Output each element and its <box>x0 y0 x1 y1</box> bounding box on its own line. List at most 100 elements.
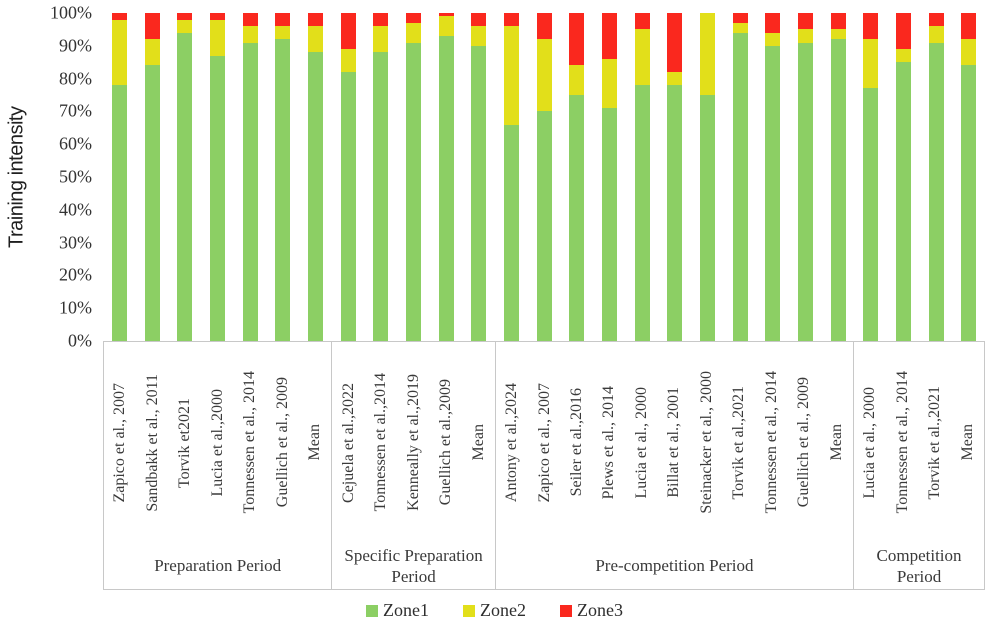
study-label-slot: Mean <box>299 342 331 543</box>
segment-zone3 <box>830 13 846 30</box>
segment-zone3 <box>797 13 813 30</box>
stacked-bar <box>242 13 258 341</box>
study-label-slot: Tonnessen et al., 2014 <box>756 342 788 543</box>
bar-slot <box>626 13 659 341</box>
bar-slot <box>266 13 299 341</box>
legend-label: Zone3 <box>576 600 623 620</box>
study-label: Mean <box>958 424 976 461</box>
segment-zone2 <box>471 26 487 46</box>
segment-zone1 <box>209 55 225 341</box>
period-label: Specific Preparation Period <box>344 545 483 586</box>
segment-zone2 <box>732 22 748 33</box>
study-label: Tonnessen et al., 2014 <box>893 371 911 514</box>
stacked-bar <box>863 13 879 341</box>
study-label-slot: Cejuela et al.,2022 <box>332 342 364 543</box>
study-label: Mean <box>469 424 487 461</box>
study-label-slot: Lucia et al.,2000 <box>201 342 233 543</box>
segment-zone1 <box>830 39 846 341</box>
group-cell-4: Lucia et al., 2000 Tonnessen et al., 2014… <box>854 342 985 589</box>
study-label-row: Lucia et al., 2000 Tonnessen et al., 2014… <box>854 342 984 543</box>
study-label: Mean <box>827 424 845 461</box>
stacked-bar <box>144 13 160 341</box>
study-label-slot: Seiler et al.,2016 <box>561 342 593 543</box>
study-label-row: Zapico et al., 2007 Sandbakk et al., 2011… <box>104 342 331 543</box>
bar-slot <box>201 13 234 341</box>
study-label: Steinacker et al., 2000 <box>697 371 715 514</box>
segment-zone1 <box>373 52 389 341</box>
segment-zone3 <box>340 13 356 50</box>
period-label: Pre-competition Period <box>595 556 754 576</box>
period-label: Competition Period <box>876 545 962 586</box>
bar-slot <box>854 13 887 341</box>
stacked-bar <box>503 13 519 341</box>
study-label-slot: Torvik et2021 <box>169 342 201 543</box>
study-label-slot: Mean <box>952 342 984 543</box>
plot-group-2 <box>332 13 495 341</box>
segment-zone1 <box>765 45 781 341</box>
segment-zone1 <box>895 62 911 341</box>
stacked-bar <box>830 13 846 341</box>
segment-zone1 <box>928 42 944 341</box>
segment-zone2 <box>601 58 617 109</box>
segment-zone1 <box>275 39 291 341</box>
bar-slot <box>691 13 724 341</box>
stacked-bar <box>928 13 944 341</box>
segment-zone3 <box>471 13 487 27</box>
stacked-bar <box>601 13 617 341</box>
study-label: Antony et al.,2024 <box>503 382 521 503</box>
segment-zone1 <box>242 42 258 341</box>
study-label: Plews et al., 2014 <box>600 385 618 500</box>
segment-zone3 <box>601 13 617 59</box>
stacked-bar <box>307 13 323 341</box>
segment-zone1 <box>144 65 160 341</box>
segment-zone2 <box>699 13 715 95</box>
stacked-bar <box>177 13 193 341</box>
plot-group-4 <box>854 13 985 341</box>
stacked-bar <box>634 13 650 341</box>
bar-slot <box>952 13 985 341</box>
segment-zone2 <box>765 32 781 46</box>
study-label: Tonnessen et al.,2014 <box>372 373 390 512</box>
segment-zone2 <box>209 19 225 56</box>
segment-zone3 <box>928 13 944 27</box>
segment-zone2 <box>405 22 421 43</box>
study-label-slot: Sandbakk et al., 2011 <box>136 342 168 543</box>
segment-zone3 <box>895 13 911 50</box>
segment-zone1 <box>797 42 813 341</box>
segment-zone2 <box>895 49 911 63</box>
segment-zone2 <box>242 26 258 43</box>
study-label-slot: Zapico et al., 2007 <box>104 342 136 543</box>
legend-swatch-zone3-icon <box>559 604 572 617</box>
stacked-bar <box>373 13 389 341</box>
stacked-bar <box>961 13 977 341</box>
segment-zone1 <box>667 85 683 341</box>
segment-zone3 <box>373 13 389 27</box>
bar-slot <box>462 13 495 341</box>
segment-zone3 <box>144 13 160 40</box>
segment-zone2 <box>667 72 683 86</box>
y-axis-tick-labels: 0% 10% 20% 30% 40% 50% 60% 70% 80% 90% 100% <box>30 3 96 351</box>
stacked-bar <box>438 13 454 341</box>
study-label-slot: Kenneally et al.,2019 <box>397 342 429 543</box>
study-label: Guellich et al., 2009 <box>795 377 813 508</box>
bar-slot <box>430 13 463 341</box>
bar-slot <box>332 13 365 341</box>
study-label: Seiler et al.,2016 <box>567 388 585 497</box>
study-label: Guellich et al.,2009 <box>437 379 455 506</box>
segment-zone1 <box>536 111 552 341</box>
bar-slot <box>658 13 691 341</box>
segment-zone1 <box>177 32 193 341</box>
legend-item-zone3: Zone3 <box>559 600 623 621</box>
category-axis: Zapico et al., 2007 Sandbakk et al., 2011… <box>103 341 985 590</box>
group-cell-3: Antony et al.,2024 Zapico et al., 2007 Sei… <box>496 342 855 589</box>
study-label-slot: Guellich et al.,2009 <box>430 342 462 543</box>
segment-zone2 <box>177 19 193 33</box>
stacked-bar <box>209 13 225 341</box>
study-label-slot: Antony et al.,2024 <box>496 342 528 543</box>
study-label: Guellich et al., 2009 <box>273 377 291 508</box>
study-label-slot: Tonnessen et al.,2014 <box>365 342 397 543</box>
segment-zone3 <box>177 13 193 20</box>
legend-item-zone2: Zone2 <box>463 600 526 621</box>
segment-zone1 <box>601 108 617 341</box>
bar-slot <box>887 13 920 341</box>
